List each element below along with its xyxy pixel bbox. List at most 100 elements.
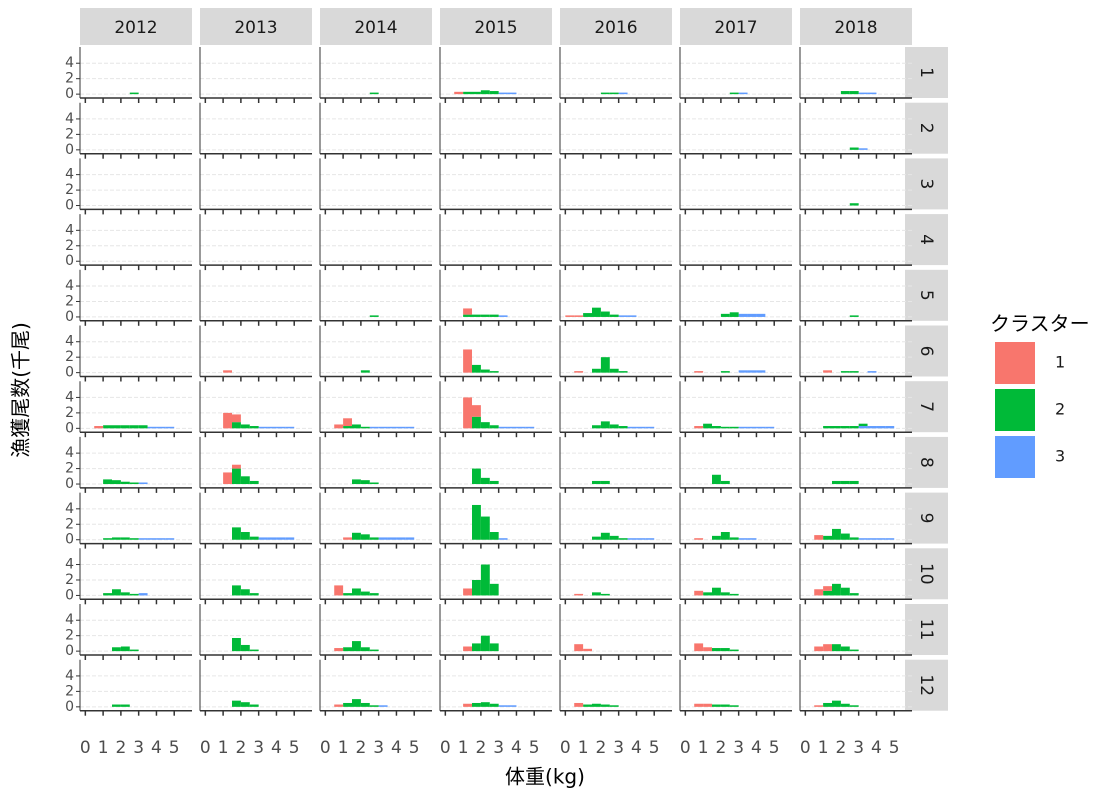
bar bbox=[352, 699, 361, 707]
bar bbox=[138, 538, 148, 540]
bar bbox=[112, 480, 121, 485]
bar bbox=[472, 91, 481, 95]
bar bbox=[387, 537, 397, 540]
bar bbox=[463, 397, 472, 429]
bar bbox=[360, 480, 370, 485]
bar bbox=[729, 593, 739, 596]
bar bbox=[369, 593, 379, 596]
x-tick-label: 2 bbox=[715, 738, 726, 758]
bar bbox=[240, 476, 250, 485]
bar bbox=[592, 703, 601, 707]
bar bbox=[592, 368, 601, 373]
bar bbox=[369, 705, 379, 707]
bar bbox=[747, 313, 757, 317]
x-tick-label: 2 bbox=[355, 738, 366, 758]
column-strip-label: 2013 bbox=[234, 18, 277, 38]
bar bbox=[712, 535, 721, 540]
bar bbox=[720, 648, 730, 652]
bar bbox=[756, 313, 766, 317]
bar bbox=[516, 426, 526, 429]
bar bbox=[489, 314, 499, 317]
bar bbox=[627, 315, 637, 317]
x-tick-label: 3 bbox=[493, 738, 504, 758]
bar bbox=[489, 91, 499, 95]
bar bbox=[592, 480, 601, 485]
bar bbox=[103, 425, 112, 429]
bar bbox=[223, 412, 232, 429]
x-tick-label: 1 bbox=[698, 738, 709, 758]
x-tick-label: 4 bbox=[871, 738, 882, 758]
y-axis-title: 漁獲尾数(千尾) bbox=[9, 322, 33, 458]
bar bbox=[129, 425, 139, 429]
bar bbox=[472, 579, 481, 596]
column-strip-label: 2018 bbox=[834, 18, 877, 38]
bar bbox=[720, 532, 730, 540]
x-tick-label: 1 bbox=[98, 738, 109, 758]
x-tick-label: 4 bbox=[631, 738, 642, 758]
y-tick-label: 2 bbox=[65, 238, 74, 254]
bar bbox=[814, 589, 824, 596]
column-strip-label: 2014 bbox=[354, 18, 397, 38]
bar bbox=[627, 538, 637, 540]
bar bbox=[600, 532, 610, 540]
bar bbox=[94, 426, 104, 429]
y-tick-label: 0 bbox=[65, 643, 74, 659]
bar bbox=[738, 313, 748, 317]
bar bbox=[712, 648, 721, 652]
bar bbox=[232, 468, 241, 485]
bar bbox=[849, 649, 859, 652]
x-tick-label: 0 bbox=[200, 738, 211, 758]
y-tick-label: 4 bbox=[65, 334, 74, 350]
bar bbox=[472, 314, 481, 317]
bar bbox=[840, 91, 850, 95]
bar bbox=[120, 425, 130, 429]
bar bbox=[120, 646, 130, 652]
bar bbox=[823, 702, 832, 707]
bar bbox=[232, 464, 241, 469]
x-tick-label: 5 bbox=[409, 738, 420, 758]
bar bbox=[138, 425, 148, 429]
bar bbox=[343, 426, 352, 429]
bar bbox=[463, 588, 472, 596]
bar bbox=[405, 426, 415, 429]
row-strip bbox=[905, 492, 948, 544]
bar bbox=[720, 704, 730, 707]
row-strip-label: 9 bbox=[916, 513, 936, 524]
bar bbox=[480, 635, 490, 652]
x-tick-label: 1 bbox=[458, 738, 469, 758]
row-strip-label: 4 bbox=[916, 234, 936, 245]
bar bbox=[507, 92, 517, 95]
bar bbox=[600, 311, 610, 317]
bar bbox=[369, 649, 379, 652]
bar bbox=[849, 315, 859, 317]
bar bbox=[129, 482, 139, 485]
bar bbox=[463, 314, 472, 317]
bar bbox=[498, 538, 508, 540]
column-strip bbox=[80, 8, 192, 45]
row-strip-label: 12 bbox=[916, 674, 936, 696]
bar bbox=[840, 426, 850, 429]
row-strip bbox=[905, 325, 948, 377]
bar bbox=[463, 349, 472, 373]
x-tick-label: 0 bbox=[320, 738, 331, 758]
bar bbox=[232, 414, 241, 423]
bar bbox=[712, 426, 721, 429]
y-tick-label: 2 bbox=[65, 683, 74, 699]
bar bbox=[738, 538, 748, 540]
bar bbox=[756, 426, 766, 429]
y-tick-label: 4 bbox=[65, 167, 74, 183]
bar bbox=[823, 370, 832, 373]
x-tick-label: 3 bbox=[853, 738, 864, 758]
y-tick-label: 2 bbox=[65, 349, 74, 365]
bar bbox=[396, 426, 406, 429]
bar bbox=[507, 426, 517, 429]
bar bbox=[360, 647, 370, 652]
column-strip bbox=[560, 8, 672, 45]
bar bbox=[636, 538, 646, 540]
bar bbox=[583, 648, 592, 652]
x-tick-label: 4 bbox=[751, 738, 762, 758]
bar bbox=[232, 527, 241, 540]
bar bbox=[703, 647, 712, 652]
x-tick-label: 5 bbox=[769, 738, 780, 758]
